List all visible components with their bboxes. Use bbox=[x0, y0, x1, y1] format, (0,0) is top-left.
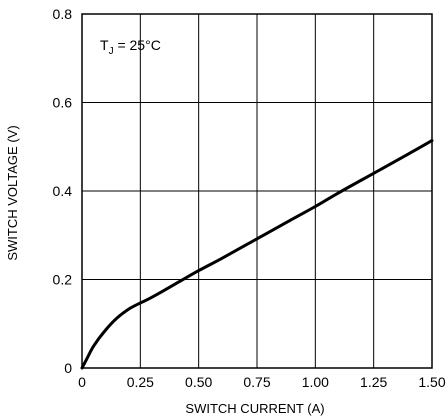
x-tick-label: 0 bbox=[78, 374, 86, 390]
x-tick-label: 0.25 bbox=[127, 374, 154, 390]
y-tick-labels: 0 0.2 0.4 0.6 0.8 bbox=[53, 6, 73, 376]
series-line bbox=[80, 139, 434, 370]
x-tick-label: 0.75 bbox=[243, 374, 270, 390]
y-tick-label: 0.2 bbox=[53, 272, 73, 288]
x-tick-label: 1.00 bbox=[302, 374, 329, 390]
x-tick-label: 1.25 bbox=[360, 374, 387, 390]
temperature-annotation: TJ = 25°C bbox=[100, 37, 161, 57]
plot-frame bbox=[81, 13, 433, 369]
annotation-rest: = 25°C bbox=[114, 37, 161, 53]
x-axis-title: SWITCH CURRENT (A) bbox=[185, 401, 324, 416]
annotation-main: T bbox=[100, 37, 109, 53]
y-tick-label: 0.4 bbox=[53, 183, 73, 199]
x-tick-labels: 0 0.25 0.50 0.75 1.00 1.25 1.50 bbox=[78, 374, 446, 390]
grid bbox=[82, 14, 432, 368]
y-axis-title: SWITCH VOLTAGE (V) bbox=[5, 125, 20, 260]
y-tick-label: 0 bbox=[64, 360, 72, 376]
x-tick-label: 0.50 bbox=[185, 374, 212, 390]
x-tick-label: 1.50 bbox=[418, 374, 445, 390]
y-tick-label: 0.6 bbox=[53, 95, 73, 111]
y-tick-label: 0.8 bbox=[53, 6, 73, 22]
annotation-subscript: J bbox=[109, 46, 114, 57]
